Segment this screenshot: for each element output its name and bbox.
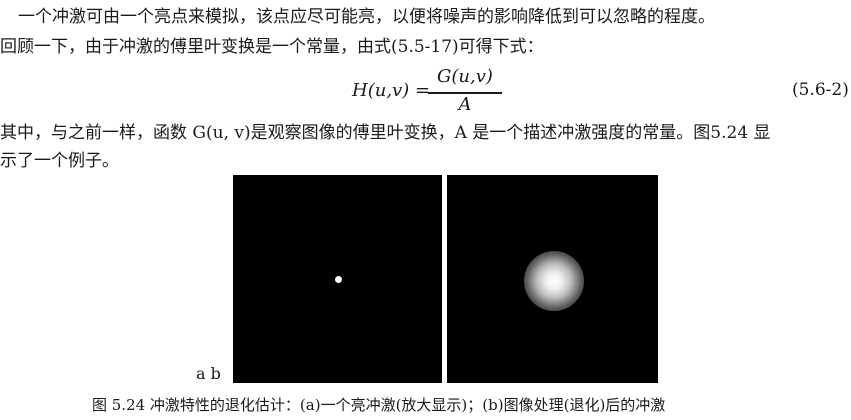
paragraph2-line1: 其中，与之前一样，函数 G(u, v)是观察图像的傅里叶变换，A 是一个描述冲激…	[0, 123, 771, 143]
figure-panel-b	[447, 175, 658, 383]
equation-numerator: G(u,v)	[437, 66, 493, 87]
paragraph1-line1: 一个冲激可由一个亮点来模拟，该点应尽可能亮，以便将噪声的影响降低到可以忽略的程度…	[18, 7, 715, 27]
figure-panel-a	[233, 175, 442, 383]
degraded-impulse-blob	[524, 251, 584, 311]
equation-denominator: A	[458, 94, 472, 115]
bright-impulse-dot	[335, 276, 342, 283]
figure-caption: 图 5.24 冲激特性的退化估计：(a)一个亮冲激(放大显示)；(b)图像处理(…	[92, 396, 666, 414]
equation-lhs: H(u,v) =	[352, 80, 431, 101]
fraction-bar	[428, 92, 502, 94]
paragraph2-line2: 示了一个例子。	[0, 151, 119, 171]
figure-sublabels: a b	[196, 364, 221, 383]
equation-number: (5.6-2)	[792, 80, 849, 100]
paragraph1-line2: 回顾一下，由于冲激的傅里叶变换是一个常量，由式(5.5-17)可得下式：	[0, 37, 544, 57]
